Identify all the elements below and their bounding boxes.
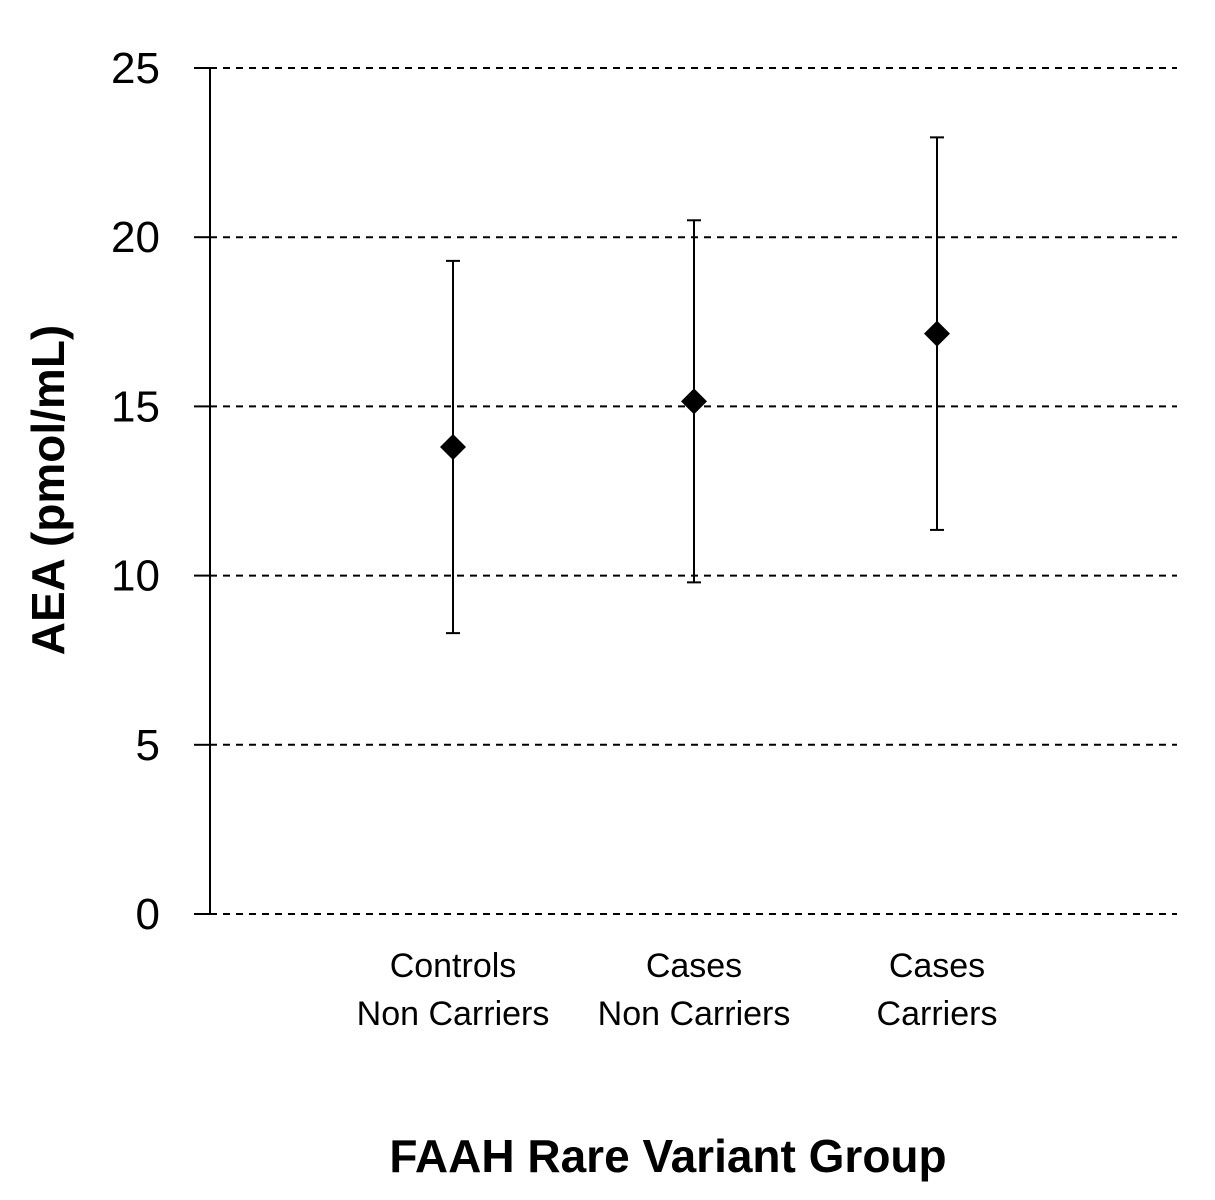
data-point-diamond xyxy=(681,388,707,415)
category-label-line2: Carriers xyxy=(877,995,998,1033)
y-axis xyxy=(194,67,211,915)
y-tick-label: 0 xyxy=(136,890,160,939)
category-label-line1: Controls xyxy=(390,947,517,985)
category-label-line2: Non Carriers xyxy=(357,995,550,1033)
y-axis-title: AEA (pmol/mL) xyxy=(22,325,74,656)
y-tick-label: 5 xyxy=(136,721,160,770)
y-tick-label: 20 xyxy=(111,213,160,262)
category-label-line1: Cases xyxy=(889,947,985,985)
category-label-line2: Non Carriers xyxy=(598,995,791,1033)
category-labels: Controls Non Carriers Cases Non Carriers Cas… xyxy=(357,947,998,1033)
y-tick-labels: 0 5 10 15 20 25 xyxy=(111,44,160,939)
category-label-line1: Cases xyxy=(646,947,742,985)
data-series xyxy=(440,136,950,635)
y-tick-label: 15 xyxy=(111,382,160,431)
y-tick-label: 25 xyxy=(111,44,160,93)
data-point-diamond xyxy=(924,320,950,347)
data-point-diamond xyxy=(440,434,466,461)
y-tick-label: 10 xyxy=(111,552,160,601)
x-axis-title: FAAH Rare Variant Group xyxy=(389,1130,946,1182)
